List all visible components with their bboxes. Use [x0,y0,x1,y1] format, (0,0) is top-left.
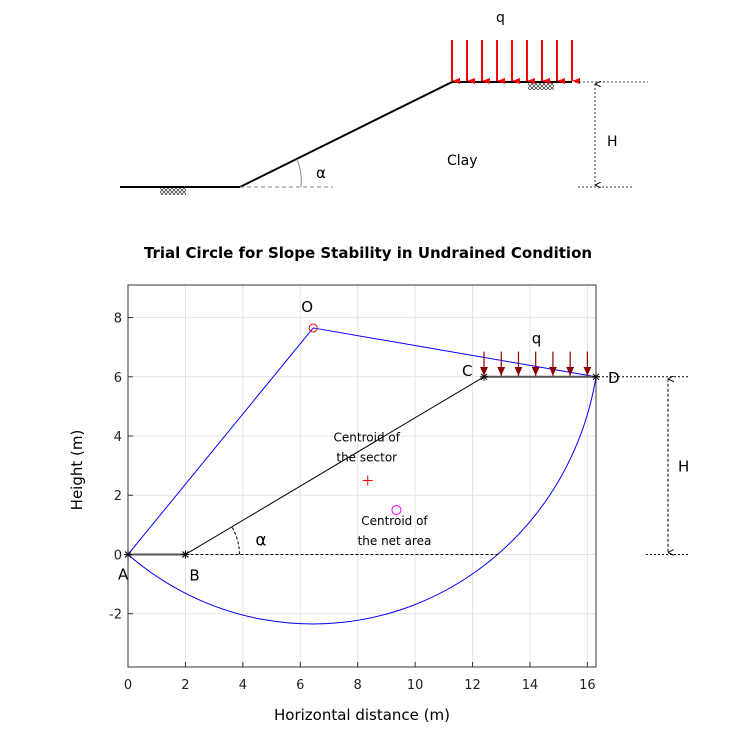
y-axis-label: Height (m) [68,430,86,511]
point-label-D: D [608,369,620,387]
load-label: q [532,330,542,348]
slope-sketch: α Clay q H [120,10,648,195]
y-tick-label: 0 [114,548,122,563]
y-tick-label: 4 [114,430,122,445]
ground-hatch-right [528,83,554,90]
sector-centroid-marker [362,475,373,486]
y-tick-label: 6 [114,371,122,386]
point-label-A: A [118,565,129,583]
x-tick-label: 16 [579,678,596,693]
net-centroid-label-line1: Centroid of [361,514,428,528]
x-tick-label: 2 [181,678,189,693]
point-label-O: O [301,298,313,316]
x-tick-label: 4 [239,678,247,693]
sector-centroid-label-line2: the sector [336,450,397,464]
plot-area: 0 2 4 6 8 10 12 14 16 -2 0 2 4 6 8 α A B C D O Centroid of the… [109,284,690,693]
height-label: H [607,134,618,150]
angle-arc [296,158,302,188]
point-label-C: C [462,362,472,380]
slope-face [239,81,453,188]
slip-circle-arc [127,376,597,625]
ground-hatch-left [160,188,186,195]
x-tick-label: 0 [124,678,132,693]
circle-centre-marker [308,323,318,333]
axes-box [127,284,597,668]
angle-arc [231,527,240,555]
load-label: q [496,10,505,26]
star-mark [124,551,132,558]
material-label: Clay [447,153,478,169]
radius-OD [313,327,597,378]
star-mark [592,373,600,381]
x-tick-label: 8 [354,678,362,693]
y-tick-label: 2 [114,489,122,504]
x-tick-label: 10 [407,678,424,693]
point-marker-B [181,550,190,559]
x-axis-label: Horizontal distance (m) [274,706,450,724]
net-centroid-marker [391,505,402,516]
x-tick-label: 12 [464,678,481,693]
angle-label: α [316,164,326,182]
y-tick-label: 8 [114,312,122,327]
radius-OA [127,327,314,555]
x-tick-label: 6 [296,678,304,693]
y-tick-label: -2 [109,608,122,623]
height-label: H [678,458,689,476]
net-centroid-label-line2: the net area [358,534,432,548]
sector-centroid-label-line1: Centroid of [334,430,401,444]
x-tick-label: 14 [522,678,539,693]
chart-title: Trial Circle for Slope Stability in Undr… [144,244,592,262]
surcharge-arrows [451,40,580,84]
slope-BC [185,376,485,555]
point-marker-A [124,550,132,559]
point-label-B: B [189,566,199,584]
angle-label: α [255,530,266,550]
star-mark [182,551,189,558]
